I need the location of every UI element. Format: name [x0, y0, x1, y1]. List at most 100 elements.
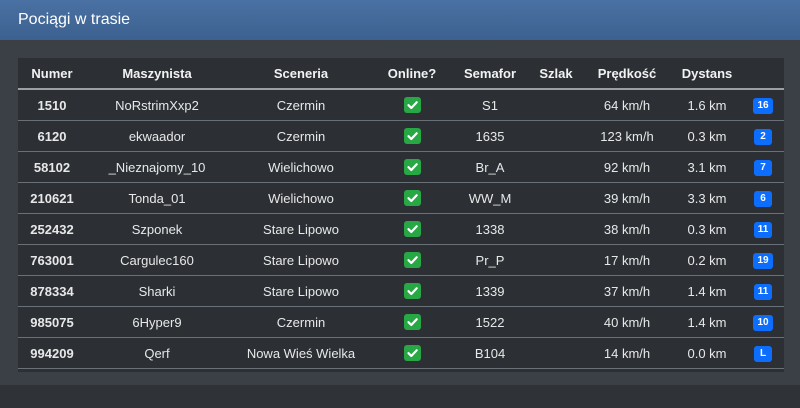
driver: Szponek — [86, 213, 228, 245]
driver: Tonda_01 — [86, 182, 228, 214]
distance: 1.4 km — [672, 306, 742, 338]
footer-bar — [0, 385, 800, 408]
train-number: 994209 — [18, 337, 86, 369]
route-cell — [530, 306, 582, 338]
badge: 7 — [754, 160, 772, 176]
speed: 92 km/h — [582, 151, 672, 183]
online-cell — [374, 120, 450, 152]
badge: 16 — [753, 98, 773, 114]
train-number: 6120 — [18, 120, 86, 152]
scenery: Stare Lipowo — [228, 275, 374, 307]
signal: Pr_P — [450, 244, 530, 276]
column-header: Szlak — [530, 58, 582, 90]
speed: 40 km/h — [582, 306, 672, 338]
column-header — [742, 58, 784, 90]
signal: B104 — [450, 337, 530, 369]
badge: 11 — [753, 222, 773, 238]
distance: 1.6 km — [672, 89, 742, 121]
distance: 3.1 km — [672, 151, 742, 183]
badge: 11 — [753, 284, 773, 300]
online-cell — [374, 244, 450, 276]
online-cell — [374, 275, 450, 307]
online-cell — [374, 306, 450, 338]
train-number: 252432 — [18, 213, 86, 245]
signal: WW_M — [450, 182, 530, 214]
badge-cell: 10 — [742, 306, 784, 338]
badge-cell: 6 — [742, 182, 784, 214]
column-header: Online? — [374, 58, 450, 90]
online-check — [403, 97, 421, 114]
distance: 0.3 km — [672, 213, 742, 245]
badge: 6 — [754, 191, 772, 207]
online-check — [403, 221, 421, 238]
online-check — [403, 252, 421, 269]
column-header: Maszynista — [86, 58, 228, 90]
route-cell — [530, 182, 582, 214]
table-row: 994209 Qerf Nowa Wieś Wielka B104 14 km/h 0.0… — [18, 337, 784, 369]
train-number: 210621 — [18, 182, 86, 214]
online-cell — [374, 89, 450, 121]
scenery: Wielichowo — [228, 151, 374, 183]
driver: NoRstrimXxp2 — [86, 89, 228, 121]
signal: 1635 — [450, 120, 530, 152]
online-check — [403, 128, 421, 145]
online-check — [403, 314, 421, 331]
table-row: 878334 Sharki Stare Lipowo 1339 37 km/h 1.4 k… — [18, 275, 784, 307]
speed: 17 km/h — [582, 244, 672, 276]
scenery: Stare Lipowo — [228, 213, 374, 245]
online-check — [403, 283, 421, 300]
table-row: 252432 Szponek Stare Lipowo 1338 38 km/h 0.3 … — [18, 213, 784, 245]
online-check — [403, 159, 421, 176]
trains-table: Numer Maszynista Sceneria Online? Semafor Szl… — [18, 58, 784, 369]
signal: Br_A — [450, 151, 530, 183]
column-header: Prędkość — [582, 58, 672, 90]
online-cell — [374, 151, 450, 183]
online-check — [403, 345, 421, 362]
route-cell — [530, 213, 582, 245]
signal: 1338 — [450, 213, 530, 245]
scenery: Stare Lipowo — [228, 244, 374, 276]
driver: ekwaador — [86, 120, 228, 152]
scenery: Czermin — [228, 306, 374, 338]
table-row: 6120 ekwaador Czermin 1635 123 km/h 0.3 km 2 — [18, 120, 784, 152]
speed: 37 km/h — [582, 275, 672, 307]
train-number: 1510 — [18, 89, 86, 121]
distance: 0.0 km — [672, 337, 742, 369]
scenery: Nowa Wieś Wielka — [228, 337, 374, 369]
table-row: 763001 Cargulec160 Stare Lipowo Pr_P 17 km/h… — [18, 244, 784, 276]
column-header: Sceneria — [228, 58, 374, 90]
speed: 39 km/h — [582, 182, 672, 214]
badge: 10 — [753, 315, 773, 331]
table-row: 1510 NoRstrimXxp2 Czermin S1 64 km/h 1.6 km 16 — [18, 89, 784, 121]
header-bar: Pociągi w trasie — [0, 0, 800, 40]
table-row: 985075 6Hyper9 Czermin 1522 40 km/h 1.4 km 10 — [18, 306, 784, 338]
route-cell — [530, 275, 582, 307]
route-cell — [530, 151, 582, 183]
driver: Qerf — [86, 337, 228, 369]
table-body: 1510 NoRstrimXxp2 Czermin S1 64 km/h 1.6 km 16… — [18, 89, 784, 369]
title: Pociągi w trasie — [18, 11, 131, 28]
badge: 2 — [754, 129, 772, 145]
online-check — [403, 190, 421, 207]
badge-cell: 16 — [742, 89, 784, 121]
badge: 19 — [753, 253, 773, 269]
badge-cell: 11 — [742, 275, 784, 307]
online-cell — [374, 213, 450, 245]
speed: 38 km/h — [582, 213, 672, 245]
driver: Cargulec160 — [86, 244, 228, 276]
badge-cell: 19 — [742, 244, 784, 276]
scenery: Czermin — [228, 89, 374, 121]
column-header: Semafor — [450, 58, 530, 90]
speed: 14 km/h — [582, 337, 672, 369]
route-cell — [530, 89, 582, 121]
train-number: 58102 — [18, 151, 86, 183]
speed: 64 km/h — [582, 89, 672, 121]
route-cell — [530, 337, 582, 369]
table-row: 210621 Tonda_01 Wielichowo WW_M 39 km/h 3.3 k… — [18, 182, 784, 214]
distance: 0.3 km — [672, 120, 742, 152]
column-header: Numer — [18, 58, 86, 90]
scenery: Czermin — [228, 120, 374, 152]
table-row: 58102 _Nieznajomy_10 Wielichowo Br_A 92 km/h… — [18, 151, 784, 183]
badge-cell: L — [742, 337, 784, 369]
